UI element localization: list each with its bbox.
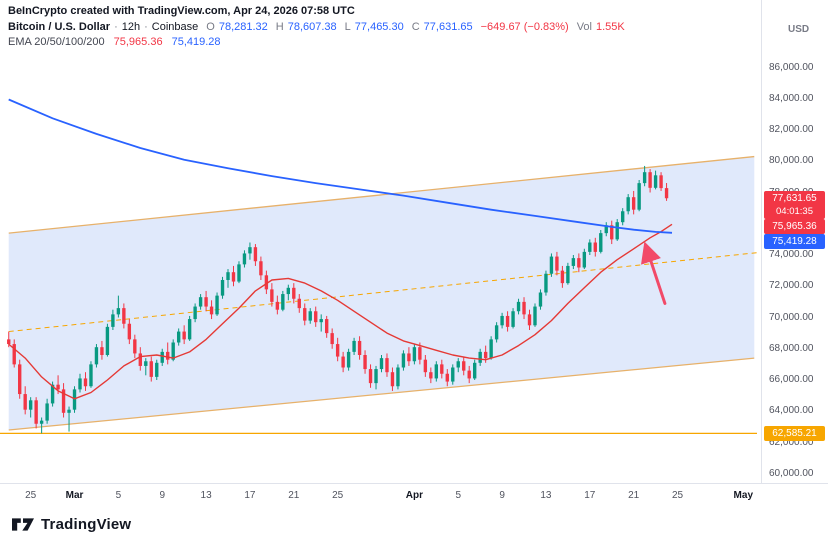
change-value: −649.67 (−0.83%) [480,21,569,33]
price-tick-label: 84,000.00 [769,92,814,104]
exchange-label[interactable]: Coinbase [151,21,199,33]
time-axis-day-label: 21 [628,490,640,501]
time-axis-day-label: 21 [288,490,300,501]
price-tick-label: 82,000.00 [769,124,814,135]
tradingview-logo-text: TradingView [41,516,132,533]
parallel-channel-drawing[interactable] [8,155,755,431]
ema-indicator-row: EMA 20/50/100/200 75,965.36 75,419.28 [8,35,625,50]
time-axis-day-label: 9 [159,490,165,501]
chart-legend: BeInCrypto created with TradingView.com,… [8,5,625,50]
price-tick-label: 64,000.00 [769,405,814,417]
time-axis-day-label: 25 [671,490,684,501]
ema-slow-legend-value: 75,419.28 [171,36,221,48]
price-tick-label: 80,000.00 [769,155,814,167]
time-axis-month-label: Mar [65,490,84,501]
price-tick-label: 68,000.00 [769,342,814,354]
arrow-drawing[interactable] [641,241,667,305]
high-value: 78,607.38 [287,21,337,33]
candlestick-series [7,165,669,434]
time-axis-day-label: 9 [499,490,505,501]
currency-label[interactable]: USD [788,24,810,35]
low-value: 77,465.30 [354,21,404,33]
last-price-countdown-badge[interactable]: 77,631.65 04:01:35 [764,191,825,220]
time-axis-day-label: 13 [540,490,552,501]
time-axis-day-label: 13 [200,490,212,501]
open-label: O [206,21,215,33]
time-axis[interactable]: 25 Mar 5 9 13 17 21 25 Apr 5 9 13 17 21 25 May [0,483,828,510]
volume-label: Vol [576,21,592,33]
close-label: C [411,21,420,33]
symbol-title[interactable]: Bitcoin / U.S. Dollar [8,21,111,33]
price-tick-label: 72,000.00 [769,280,814,292]
open-value: 78,281.32 [218,21,268,33]
ema-fast-line[interactable] [8,223,673,400]
time-axis-day-label: 5 [455,490,462,501]
watermark-credit: BeInCrypto created with TradingView.com,… [8,5,355,17]
time-axis-day-label: 25 [25,490,37,501]
separator-dot: · [114,21,118,33]
tradingview-logo-icon [12,518,34,531]
interval-label[interactable]: 12h [121,21,141,33]
price-tick-label: 86,000.00 [769,61,814,73]
time-axis-day-label: 17 [244,490,256,501]
ema-indicator-label[interactable]: EMA 20/50/100/200 [8,36,105,48]
price-tick-label: 74,000.00 [769,249,814,260]
ema-fast-value-badge[interactable]: 75,965.36 [764,219,825,235]
time-axis-day-label: 17 [584,490,596,501]
close-value: 77,631.65 [423,21,473,33]
time-axis-month-label: Apr [405,490,423,501]
price-axis[interactable]: USD 86,000.00 84,000.00 82,000.00 80,000.00… [761,0,828,483]
time-axis-day-label: 5 [115,490,122,501]
price-tick-label: 70,000.00 [769,311,814,323]
volume-value: 1.55K [595,21,625,33]
price-tick-label: 66,000.00 [769,374,814,385]
horizontal-line-value-badge[interactable]: 62,585.21 [764,426,825,442]
ema-slow-line[interactable] [8,98,673,234]
symbol-row: Bitcoin / U.S. Dollar · 12h · Coinbase O… [8,20,625,35]
time-axis-day-label: 25 [332,490,344,501]
ema-slow-value-badge[interactable]: 75,419.28 [764,234,825,250]
low-label: L [344,21,351,33]
price-tick-label: 60,000.00 [769,467,814,479]
time-axis-month-label: May [733,490,754,501]
ema-fast-legend-value: 75,965.36 [113,36,163,48]
high-label: H [275,21,284,33]
tradingview-logo[interactable]: TradingView [12,516,131,533]
separator-dot: · [144,21,148,33]
price-tick-label: 62,000.00 [769,436,814,448]
